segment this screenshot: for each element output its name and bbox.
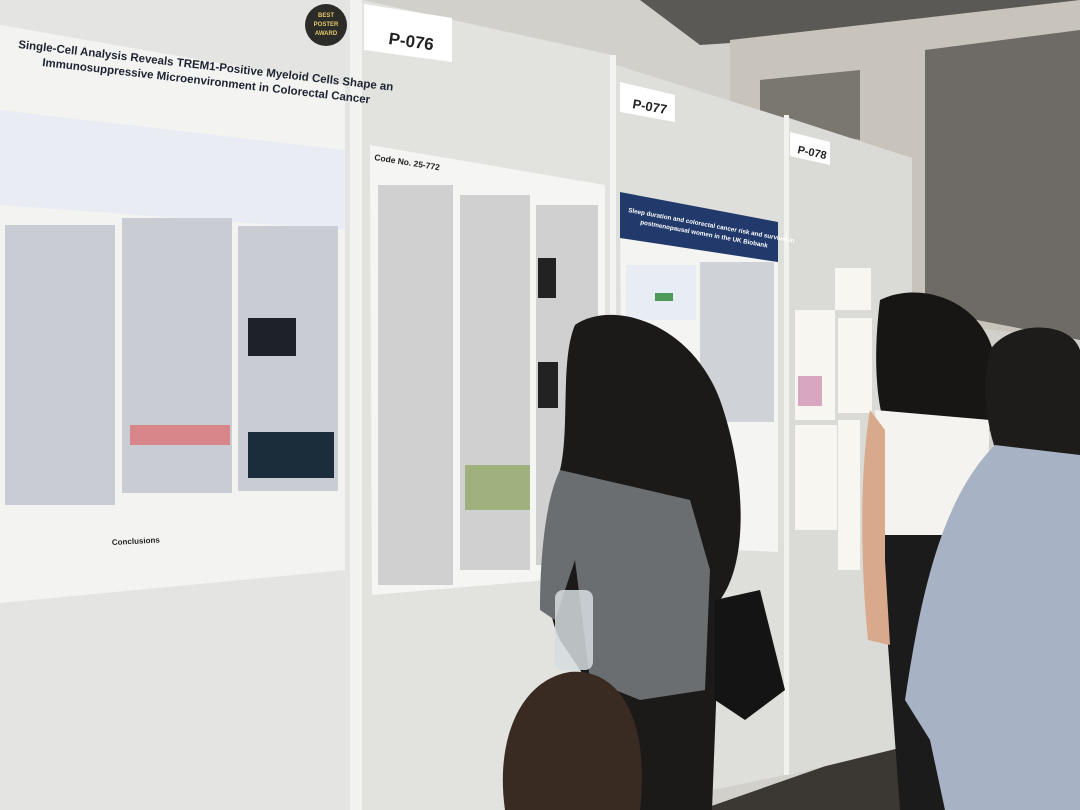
label-card (364, 4, 452, 62)
ceiling (640, 0, 1080, 45)
badge-text: POSTER (314, 22, 339, 28)
note (795, 425, 837, 530)
water-bottle (555, 590, 593, 670)
label-card (790, 132, 830, 165)
micrograph (248, 432, 334, 478)
person-arm (862, 410, 890, 645)
section-heading: Conclusions (112, 535, 161, 547)
label-card (620, 82, 675, 122)
figure-block (378, 185, 453, 585)
figure-block (5, 225, 115, 505)
person-shirt (540, 470, 710, 700)
micrograph (538, 258, 556, 298)
micrograph (248, 318, 296, 356)
board-post (350, 0, 362, 810)
figure-block (122, 218, 232, 493)
heatmap (130, 425, 230, 445)
person-head (502, 671, 642, 810)
note (835, 268, 871, 310)
badge-text: AWARD (315, 31, 338, 37)
badge-text: BEST (318, 13, 334, 19)
figure-block (460, 195, 530, 570)
person-hair (985, 327, 1080, 460)
bag (715, 590, 785, 720)
board-label: P-077 (631, 96, 668, 117)
board-label: P-078 (796, 144, 827, 162)
figure (655, 293, 673, 301)
note-figure (798, 376, 822, 406)
poster-header (620, 192, 778, 262)
person-shirt (905, 445, 1080, 810)
figure (626, 265, 696, 320)
figure (465, 465, 530, 510)
curtain (925, 30, 1080, 340)
note (838, 420, 860, 570)
poster-section (0, 110, 345, 230)
board-post (784, 115, 789, 775)
note (838, 318, 872, 413)
award-badge (305, 4, 347, 46)
micrograph (538, 362, 558, 408)
